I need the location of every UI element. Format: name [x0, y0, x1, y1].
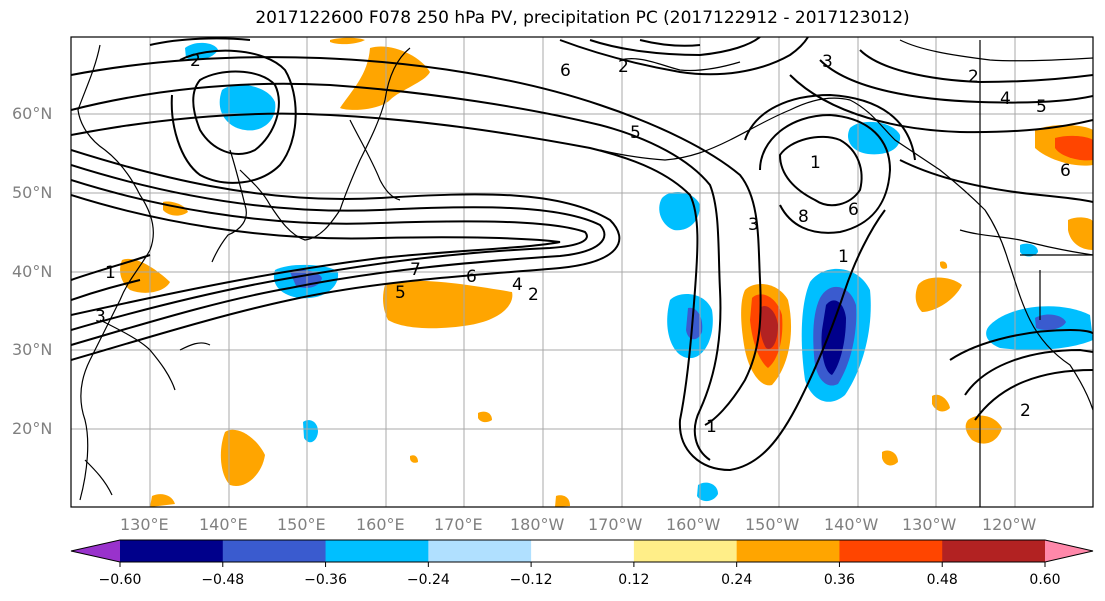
colorbar-segment	[942, 540, 1046, 562]
graticule	[71, 37, 1093, 507]
contour-label: 1	[706, 417, 717, 437]
lon-label: 130°E	[120, 515, 169, 534]
contour-label: 1	[105, 263, 116, 283]
contour-label: 8	[798, 207, 809, 227]
colorbar-segment	[222, 540, 327, 562]
contour-label: 2	[190, 51, 201, 71]
contour-label: 2	[968, 67, 979, 87]
colorbar-tick-label: −0.12	[509, 572, 553, 588]
colorbar-tick-label: −0.24	[406, 572, 450, 588]
lat-label: 30°N	[12, 340, 53, 359]
colorbar-segment	[736, 540, 840, 562]
lat-label: 60°N	[12, 104, 53, 123]
contour-label: 6	[1060, 161, 1071, 181]
lon-label: 160°E	[356, 515, 405, 534]
colorbar-tick-label: 0.24	[721, 572, 753, 588]
lat-label: 40°N	[12, 262, 53, 281]
contour-label: 6	[466, 267, 477, 287]
contour-label: 5	[630, 123, 641, 143]
colorbar-segment	[120, 540, 224, 562]
colorbar-segment	[325, 540, 429, 562]
colorbar-tick-label: −0.48	[201, 572, 245, 588]
colorbar-tick-label: −0.36	[304, 572, 347, 588]
contour-label: 3	[748, 215, 759, 235]
contour-label: 5	[395, 283, 406, 303]
colorbar-segment	[531, 540, 635, 562]
colorbar-tick-label: 0.12	[618, 572, 650, 588]
contour-labels: 2 3 1 2 5 6 7 6 4 5 2 3 1 8 6 1 3 2 4 5 …	[95, 51, 1071, 437]
colorbar-tick-label: 0.36	[823, 572, 856, 588]
lon-label: 150°E	[277, 515, 326, 534]
contour-label: 4	[1000, 89, 1011, 109]
colorbar	[70, 539, 1094, 567]
contour-label: 6	[560, 61, 571, 81]
lat-label: 20°N	[12, 419, 53, 438]
lon-label: 130°W	[902, 515, 957, 534]
contour-label: 2	[618, 57, 629, 77]
contour-label: 3	[822, 52, 833, 72]
lon-label: 140°W	[824, 515, 879, 534]
pv-contours	[71, 37, 1093, 472]
lon-label: 140°E	[199, 515, 248, 534]
lon-label: 160°W	[666, 515, 721, 534]
lon-label: 170°E	[434, 515, 483, 534]
precip-anomaly-shading	[120, 37, 1093, 507]
colorbar-tick-label: 0.60	[1029, 572, 1061, 588]
colorbar-segment	[633, 540, 738, 562]
contour-label: 3	[95, 307, 106, 327]
colorbar-extend-high	[1045, 540, 1093, 562]
colorbar-segment	[839, 540, 943, 562]
contour-label: 7	[410, 260, 421, 280]
lat-label: 50°N	[12, 183, 53, 202]
colorbar-segment	[428, 540, 532, 562]
lon-label: 170°W	[588, 515, 643, 534]
map-title: 2017122600 F078 250 hPa PV, precipitatio…	[255, 8, 910, 28]
colorbar-extend-low	[71, 540, 120, 562]
colorbar-tick-label: −0.60	[98, 572, 142, 588]
lon-label: 150°W	[745, 515, 800, 534]
map-frame	[70, 36, 1094, 508]
colorbar-tick-label: 0.48	[926, 572, 958, 588]
contour-label: 2	[1020, 401, 1031, 421]
contour-label: 1	[838, 247, 849, 267]
contour-label: 2	[528, 285, 539, 305]
contour-label: 5	[1036, 97, 1047, 117]
contour-label: 6	[848, 200, 859, 220]
lon-label: 120°W	[982, 515, 1037, 534]
lon-label: 180°W	[510, 515, 565, 534]
contour-label: 4	[512, 275, 523, 295]
contour-label: 1	[810, 153, 821, 173]
